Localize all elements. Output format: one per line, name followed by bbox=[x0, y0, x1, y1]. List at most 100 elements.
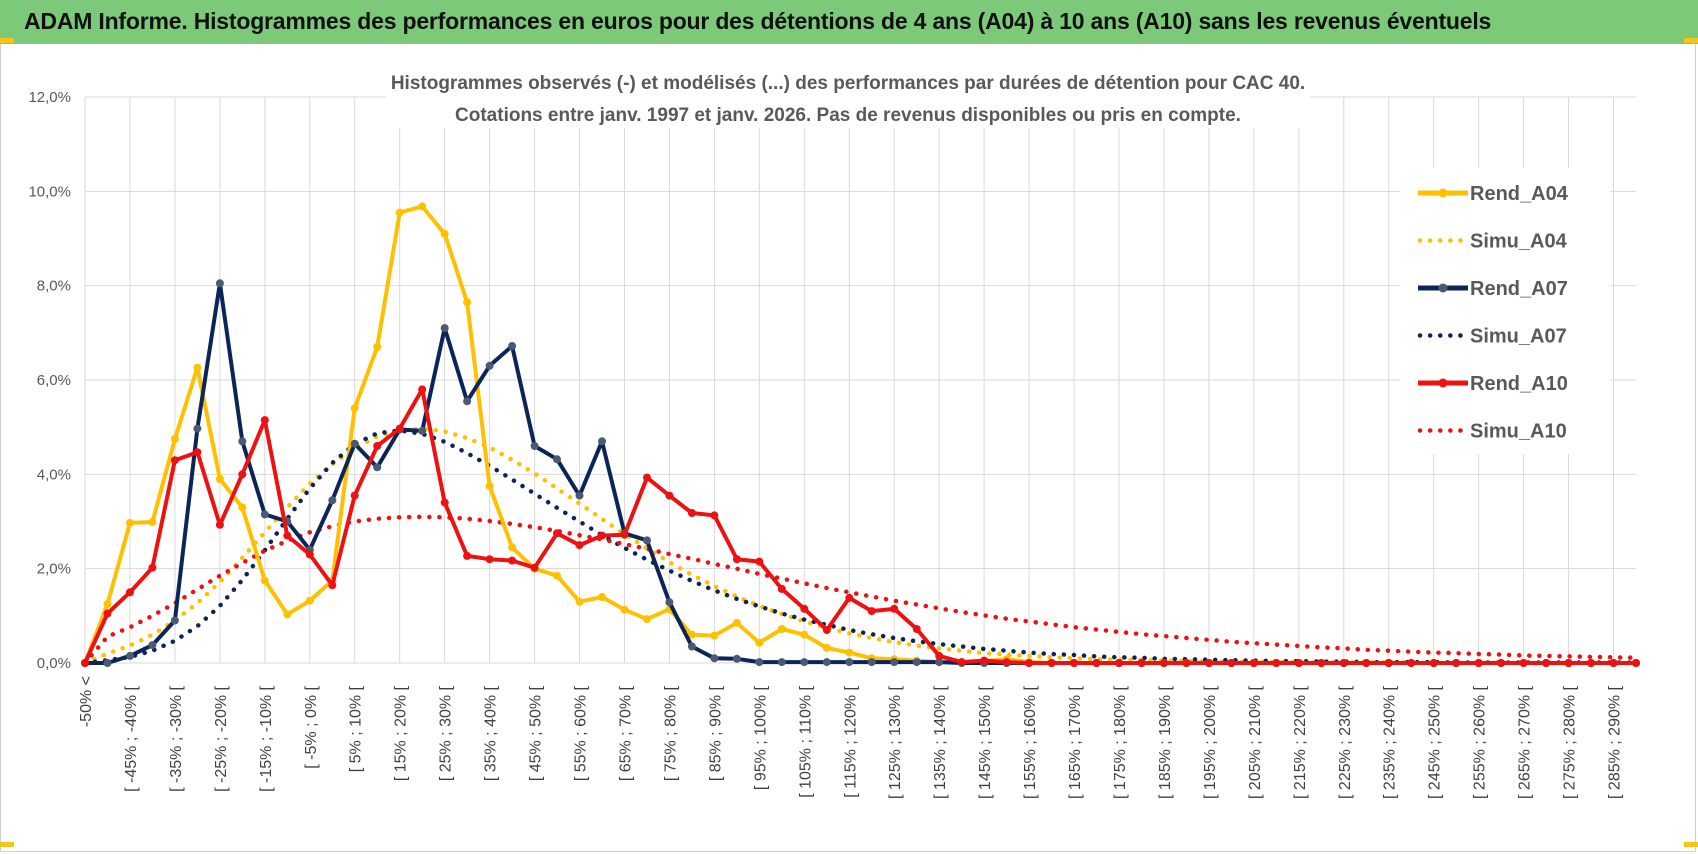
data-point-rend_a10 bbox=[777, 584, 786, 593]
data-point-rend_a07 bbox=[710, 654, 719, 663]
data-point-rend_a10 bbox=[1272, 659, 1281, 667]
data-point-rend_a10 bbox=[1519, 659, 1528, 667]
data-point-rend_a10 bbox=[238, 470, 247, 479]
data-point-rend_a10 bbox=[193, 448, 202, 457]
data-point-rend_a07 bbox=[440, 324, 449, 333]
x-tick-label: [ 115% ; 120% [ bbox=[842, 685, 859, 797]
data-point-rend_a10 bbox=[530, 563, 539, 572]
data-point-rend_a10 bbox=[1384, 659, 1393, 667]
series-line-simu_a07 bbox=[82, 428, 1639, 666]
data-point-rend_a04 bbox=[822, 643, 831, 652]
x-tick-label: [ 125% ; 130% [ bbox=[887, 685, 904, 799]
legend: Rend_A04 Simu_A04 Rend_A07 Simu_A07 Rend_A10… bbox=[1400, 168, 1610, 454]
data-point-rend_a10 bbox=[508, 556, 517, 565]
chart-title-line-2: Cotations entre janv. 1997 et janv. 2026… bbox=[455, 105, 1241, 126]
x-tick-label: [ 235% ; 240% [ bbox=[1382, 685, 1399, 799]
data-point-rend_a10 bbox=[553, 529, 561, 538]
data-point-rend_a10 bbox=[170, 456, 179, 465]
data-point-rend_a07 bbox=[463, 397, 472, 406]
data-point-rend_a04 bbox=[238, 503, 247, 512]
data-point-rend_a10 bbox=[867, 607, 876, 616]
chart-title-line-1: Histogrammes observés (-) et modélisés (… bbox=[391, 73, 1305, 94]
y-tick-label: 0,0% bbox=[37, 655, 71, 672]
data-point-rend_a04 bbox=[598, 593, 606, 601]
data-point-rend_a10 bbox=[710, 511, 719, 520]
data-point-rend_a07 bbox=[418, 426, 427, 435]
data-point-rend_a10 bbox=[1339, 659, 1348, 667]
series-lines bbox=[81, 202, 1640, 667]
data-point-rend_a04 bbox=[260, 576, 269, 585]
data-point-rend_a04 bbox=[755, 638, 764, 647]
data-point-rend_a07 bbox=[912, 658, 921, 667]
data-point-rend_a10 bbox=[687, 509, 696, 517]
data-point-rend_a10 bbox=[395, 424, 404, 433]
data-point-rend_a07 bbox=[732, 654, 741, 663]
data-point-rend_a10 bbox=[1564, 659, 1573, 667]
x-tick-label: [ 275% ; 280% [ bbox=[1562, 685, 1579, 799]
data-point-rend_a07 bbox=[643, 536, 651, 545]
data-point-rend_a10 bbox=[440, 498, 449, 507]
series-line-simu_a04 bbox=[82, 426, 1639, 666]
x-tick-label: [ -35% ; -30% [ bbox=[168, 685, 185, 791]
data-point-rend_a07 bbox=[126, 651, 134, 660]
data-point-rend_a04 bbox=[643, 615, 651, 624]
data-point-rend_a10 bbox=[350, 491, 359, 500]
data-point-rend_a10 bbox=[575, 541, 584, 550]
x-tick-label: [ 35% ; 40% [ bbox=[483, 685, 500, 781]
x-tick-label: [ 45% ; 50% [ bbox=[528, 685, 545, 781]
x-tick-label: [ 195% ; 200% [ bbox=[1202, 685, 1219, 799]
data-point-rend_a07 bbox=[373, 463, 382, 472]
legend-label: Simu_A10 bbox=[1470, 421, 1567, 443]
data-point-rend_a10 bbox=[1474, 659, 1483, 667]
data-point-rend_a10 bbox=[103, 609, 112, 618]
data-point-rend_a10 bbox=[1542, 659, 1551, 667]
data-point-rend_a10 bbox=[1609, 659, 1618, 667]
data-point-rend_a07 bbox=[260, 510, 269, 519]
data-point-rend_a07 bbox=[665, 598, 674, 607]
data-point-rend_a04 bbox=[620, 605, 629, 614]
x-tick-label: [ 165% ; 170% [ bbox=[1067, 685, 1084, 799]
data-point-rend_a07 bbox=[890, 658, 899, 667]
data-point-rend_a10 bbox=[1429, 659, 1438, 667]
data-point-rend_a10 bbox=[1497, 659, 1506, 667]
data-point-rend_a04 bbox=[485, 482, 494, 491]
data-point-rend_a07 bbox=[328, 496, 337, 505]
data-point-rend_a07 bbox=[845, 658, 854, 667]
data-point-rend_a10 bbox=[800, 604, 809, 613]
data-point-rend_a10 bbox=[260, 416, 269, 425]
data-point-rend_a10 bbox=[373, 442, 382, 450]
x-axis-ticks: -50% < [ -45% ; -40% [[ -35% ; -30% [[ -2… bbox=[78, 676, 1624, 799]
data-point-rend_a07 bbox=[170, 616, 179, 625]
data-point-rend_a10 bbox=[980, 656, 989, 665]
data-point-rend_a10 bbox=[418, 385, 427, 394]
x-tick-label: [ 185% ; 190% [ bbox=[1157, 685, 1174, 799]
x-tick-label: [ 145% ; 150% [ bbox=[977, 685, 994, 799]
data-point-rend_a04 bbox=[463, 298, 472, 307]
data-point-rend_a10 bbox=[215, 520, 224, 529]
data-point-rend_a04 bbox=[732, 618, 741, 627]
x-tick-label: [ 255% ; 260% [ bbox=[1472, 685, 1489, 799]
data-point-rend_a10 bbox=[890, 604, 899, 613]
data-point-rend_a07 bbox=[238, 437, 247, 446]
data-point-rend_a07 bbox=[777, 658, 786, 667]
data-point-rend_a04 bbox=[508, 543, 517, 552]
data-point-rend_a10 bbox=[665, 491, 674, 500]
legend-label: Simu_A07 bbox=[1470, 326, 1567, 348]
legend-label: Rend_A10 bbox=[1470, 373, 1568, 395]
x-tick-label: [ -45% ; -40% [ bbox=[123, 685, 140, 791]
data-point-rend_a10 bbox=[620, 530, 629, 539]
data-point-rend_a04 bbox=[710, 631, 719, 640]
data-point-rend_a07 bbox=[193, 424, 202, 433]
x-tick-label: [ 5% ; 10% [ bbox=[348, 685, 365, 772]
data-point-rend_a04 bbox=[575, 597, 584, 606]
legend-marker bbox=[1438, 283, 1448, 293]
data-point-rend_a10 bbox=[1182, 659, 1191, 667]
data-point-rend_a10 bbox=[1047, 659, 1056, 667]
data-point-rend_a10 bbox=[463, 551, 472, 560]
data-point-rend_a04 bbox=[777, 625, 786, 633]
data-point-rend_a10 bbox=[598, 531, 606, 540]
data-point-rend_a10 bbox=[1249, 659, 1258, 667]
x-tick-label: [ 265% ; 270% [ bbox=[1517, 685, 1534, 799]
x-tick-label: [ 75% ; 80% [ bbox=[662, 685, 679, 781]
data-point-rend_a04 bbox=[687, 630, 696, 639]
